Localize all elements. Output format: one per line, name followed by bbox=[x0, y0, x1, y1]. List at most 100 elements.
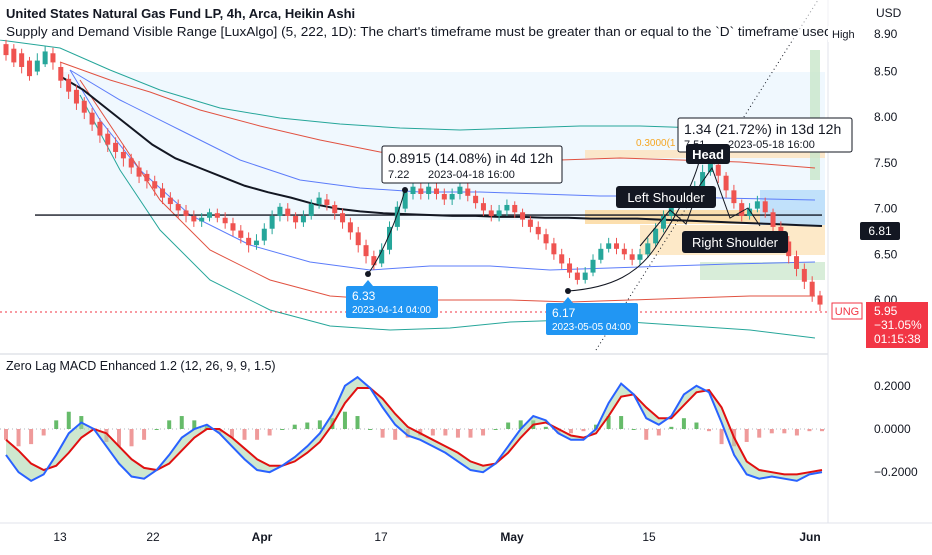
high-tag-text: High bbox=[832, 29, 855, 41]
candle-body bbox=[379, 249, 385, 264]
candle-body bbox=[394, 206, 400, 227]
candle-body bbox=[97, 121, 103, 136]
candle-body bbox=[120, 151, 126, 159]
candle-body bbox=[387, 226, 393, 250]
macd-hist-bar bbox=[656, 429, 661, 436]
macd-hist-bar bbox=[380, 429, 385, 438]
head-text: Head bbox=[692, 147, 724, 162]
symbol-badge bbox=[831, 302, 863, 320]
candle-body bbox=[11, 48, 17, 63]
candle-body bbox=[347, 222, 353, 233]
candle-body bbox=[199, 217, 205, 222]
candle-body bbox=[520, 212, 526, 220]
candle-body bbox=[277, 206, 283, 216]
average-line bbox=[59, 75, 823, 227]
price-tick-label: 8.50 bbox=[874, 65, 898, 79]
candle-body bbox=[794, 256, 800, 269]
candle-body bbox=[191, 215, 197, 222]
macd-axis[interactable]: 0.2000 0.0000 −0.2000 bbox=[874, 379, 918, 479]
candle-body bbox=[26, 60, 32, 77]
macd-hist-bar bbox=[518, 420, 523, 429]
low1-marker[interactable] bbox=[365, 271, 371, 277]
candle-body bbox=[340, 213, 346, 223]
high1-marker[interactable] bbox=[402, 187, 408, 193]
left-shoulder-text: Left Shoulder bbox=[627, 190, 705, 205]
time-tick-label: 13 bbox=[53, 530, 67, 544]
candle-body bbox=[371, 256, 377, 266]
left-shoulder-label[interactable]: Left Shoulder bbox=[616, 186, 716, 208]
macd-hist-bar bbox=[669, 426, 674, 429]
macd-hist-bar bbox=[782, 429, 787, 434]
zone-label: 0.3000(1 bbox=[636, 138, 676, 149]
pattern-drawings[interactable] bbox=[365, 155, 761, 294]
signal-line bbox=[5, 386, 823, 476]
candle-body bbox=[34, 60, 40, 72]
measure1-curve bbox=[367, 189, 406, 275]
macd-hist-bar bbox=[305, 422, 310, 429]
candle-body bbox=[629, 254, 635, 260]
candle-body bbox=[762, 201, 768, 213]
candle-body bbox=[747, 208, 753, 216]
candle-body bbox=[668, 203, 674, 216]
macd-hist-bar bbox=[543, 426, 548, 429]
candle-body bbox=[543, 234, 549, 244]
candle-body bbox=[574, 272, 580, 280]
macd-hist-bar bbox=[167, 420, 172, 429]
low2-label[interactable]: 6.17 2023-05-05 04:00 bbox=[546, 297, 638, 335]
candle-body bbox=[817, 295, 823, 305]
candle-body bbox=[559, 254, 565, 264]
macd-hist-bar bbox=[430, 429, 435, 436]
sd-zone-edge bbox=[810, 50, 820, 180]
macd-tick-label: −0.2000 bbox=[874, 465, 918, 479]
candle-body bbox=[324, 199, 330, 205]
candle-body bbox=[723, 175, 729, 191]
indicator-legend[interactable]: Supply and Demand Visible Range [LuxAlgo… bbox=[6, 25, 868, 39]
macd-line bbox=[5, 375, 823, 483]
low1-box bbox=[346, 286, 438, 318]
macd-hist-bar bbox=[368, 429, 373, 430]
candle-body bbox=[167, 197, 173, 205]
macd-hist-bar bbox=[481, 429, 486, 436]
candle-body bbox=[152, 181, 158, 189]
measure2-box bbox=[677, 117, 853, 153]
candle-body bbox=[480, 203, 486, 211]
macd-hist-bar bbox=[719, 429, 724, 445]
right-shoulder-text: Right Shoulder bbox=[692, 235, 779, 250]
candle-body bbox=[754, 201, 760, 209]
time-tick-label: 15 bbox=[642, 530, 656, 544]
right-shoulder-label[interactable]: Right Shoulder bbox=[682, 231, 788, 253]
candle-body bbox=[786, 241, 792, 257]
candle-body bbox=[606, 243, 612, 249]
macd-hist-bar bbox=[179, 416, 184, 429]
time-tick-label: Apr bbox=[252, 530, 273, 544]
macd-hist-bar bbox=[229, 429, 234, 438]
macd-hist-bar bbox=[468, 429, 473, 438]
candle-body bbox=[144, 173, 150, 182]
candle-body bbox=[457, 186, 463, 194]
macd-hist-bar bbox=[455, 429, 460, 438]
low2-marker[interactable] bbox=[565, 288, 571, 294]
measure1-box bbox=[381, 145, 563, 184]
candle-body bbox=[402, 192, 408, 209]
macd-hist-bar bbox=[443, 429, 448, 436]
macd-hist-bar bbox=[769, 429, 774, 434]
low1-label[interactable]: 6.33 2023-04-14 04:00 bbox=[346, 280, 438, 318]
candle-body bbox=[246, 237, 252, 246]
macd-hist-bar bbox=[606, 416, 611, 429]
candle-body bbox=[160, 188, 166, 198]
macd-tick-label: 0.0000 bbox=[874, 422, 911, 436]
head-label[interactable]: Head bbox=[686, 144, 730, 164]
price-tag-bg bbox=[860, 222, 900, 240]
candle-body bbox=[637, 254, 643, 260]
low2-date: 2023-05-05 04:00 bbox=[552, 322, 631, 333]
time-axis[interactable]: 13 22 Apr 17 May 15 Jun bbox=[53, 530, 820, 544]
currency-label: USD bbox=[876, 6, 902, 20]
price-tick-label: 7.00 bbox=[874, 202, 898, 216]
right-shoulder-box bbox=[682, 231, 788, 253]
measure1-label[interactable]: 0.8915 (14.08%) in 4d 12h 7.22 2023-04-1… bbox=[381, 145, 563, 184]
macd-legend[interactable]: Zero Lag MACD Enhanced 1.2 (12, 26, 9, 9… bbox=[6, 359, 276, 373]
macd-hist-bar bbox=[54, 420, 59, 429]
candle-body bbox=[230, 223, 236, 231]
